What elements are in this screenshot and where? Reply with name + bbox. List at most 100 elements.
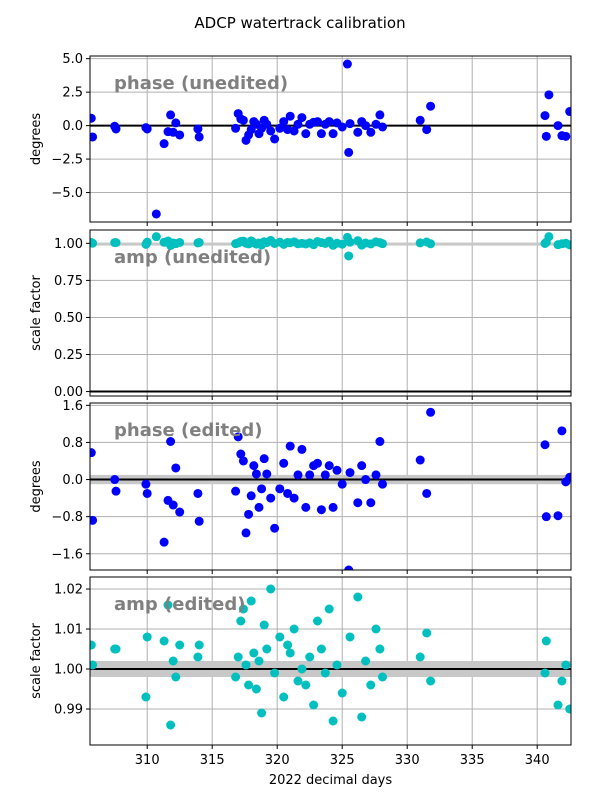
data-point <box>426 239 436 249</box>
data-point <box>175 640 185 650</box>
data-point <box>110 475 120 485</box>
data-point <box>415 115 425 125</box>
data-point <box>313 616 322 626</box>
panel-annotation: phase (unedited) <box>114 73 288 94</box>
data-point <box>426 676 436 686</box>
data-point <box>422 488 432 498</box>
data-point <box>193 652 203 662</box>
data-point <box>344 251 354 261</box>
data-point <box>337 239 347 249</box>
plot-area <box>90 56 571 222</box>
data-point <box>553 700 563 710</box>
data-point <box>171 672 181 682</box>
data-point <box>246 491 256 501</box>
data-point <box>353 592 363 602</box>
panel-annotation: phase (edited) <box>114 420 262 441</box>
data-point <box>561 660 571 670</box>
data-point <box>236 449 246 459</box>
data-point <box>378 122 387 132</box>
x-tick-label: 320 <box>265 753 290 768</box>
data-point <box>345 119 355 129</box>
data-point <box>233 432 243 442</box>
data-point <box>275 123 285 133</box>
data-point <box>231 486 241 496</box>
data-point <box>175 507 185 517</box>
data-point <box>344 147 354 157</box>
data-point <box>168 656 178 666</box>
data-point <box>285 441 295 451</box>
data-point <box>168 500 178 510</box>
panel-3: 1.6 0.8 0.0 −0.8 −1.6 degrees phase (edited) <box>29 399 572 574</box>
data-point <box>366 680 376 690</box>
data-point <box>159 636 169 646</box>
y-tick-label: 2.5 <box>62 86 83 101</box>
data-point <box>142 237 152 247</box>
data-point <box>328 502 338 512</box>
y-tick-label: −5.0 <box>51 186 83 201</box>
data-point <box>544 90 554 100</box>
panel-frame <box>89 576 572 746</box>
data-point <box>289 624 299 634</box>
data-point <box>254 502 264 512</box>
data-point <box>251 469 261 479</box>
data-point <box>166 110 176 120</box>
data-point <box>90 640 96 650</box>
data-point <box>332 660 342 670</box>
data-point <box>371 624 381 634</box>
data-point <box>565 472 571 482</box>
data-point <box>266 584 276 594</box>
y-tick-label: 0.50 <box>54 311 83 326</box>
data-point <box>90 132 98 142</box>
data-point <box>285 111 295 121</box>
data-point <box>111 486 121 496</box>
y-tick-label: 1.00 <box>54 237 83 252</box>
data-point <box>151 232 161 242</box>
data-point <box>270 134 280 144</box>
data-point <box>305 470 315 480</box>
data-point <box>254 656 264 666</box>
data-point <box>293 676 303 686</box>
data-point <box>337 122 347 132</box>
data-point <box>171 463 181 473</box>
data-point <box>557 676 567 686</box>
data-point <box>301 129 311 139</box>
data-point <box>111 644 121 654</box>
data-point <box>142 632 152 642</box>
data-point <box>166 720 176 730</box>
data-point <box>159 537 169 547</box>
x-tick-label: 325 <box>330 753 355 768</box>
data-point <box>541 131 551 141</box>
data-point <box>313 117 322 127</box>
data-point <box>316 129 326 139</box>
x-tick-label: 315 <box>200 753 225 768</box>
data-point <box>163 600 173 610</box>
data-point <box>324 461 334 471</box>
data-point <box>141 479 151 489</box>
data-point <box>378 479 387 489</box>
y-tick-label: 1.00 <box>54 663 83 678</box>
data-point <box>557 426 567 436</box>
data-point <box>313 458 322 468</box>
data-point <box>540 111 550 121</box>
data-point <box>283 640 293 650</box>
data-point <box>328 716 338 726</box>
data-point <box>324 604 334 614</box>
y-tick-label: −1.6 <box>51 547 83 562</box>
data-point <box>193 488 203 498</box>
y-tick-label: 0.75 <box>54 274 83 289</box>
data-point <box>378 672 387 682</box>
data-point <box>159 139 169 149</box>
data-point <box>297 113 307 123</box>
data-point <box>324 117 334 127</box>
panel-frame <box>89 402 572 571</box>
data-point <box>357 712 367 722</box>
data-point <box>270 523 280 533</box>
data-point <box>194 132 204 142</box>
data-point <box>541 636 551 646</box>
data-point <box>262 469 272 479</box>
data-point <box>328 129 338 139</box>
y-axis-label: degrees <box>29 460 44 513</box>
data-point <box>553 511 563 521</box>
data-point <box>251 684 261 694</box>
data-point <box>415 455 425 465</box>
